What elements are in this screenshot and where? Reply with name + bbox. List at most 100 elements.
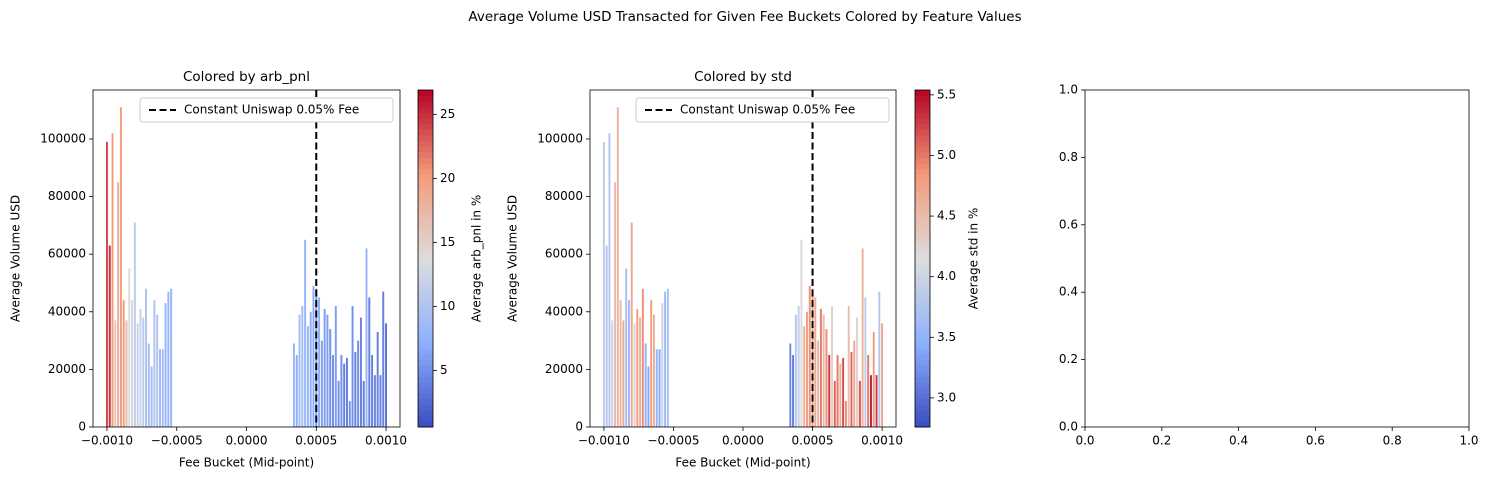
- colorbar-segment: [418, 320, 433, 327]
- bar: [828, 354, 831, 427]
- x-tick-label: 0.2: [1152, 434, 1171, 448]
- bar: [329, 329, 332, 427]
- bar: [814, 297, 817, 427]
- bar: [117, 182, 120, 427]
- colorbar-segment: [418, 236, 433, 243]
- x-tick-label: 0.4: [1229, 434, 1248, 448]
- bar: [368, 297, 371, 427]
- colorbar-segment: [418, 151, 433, 158]
- colorbar-segment: [418, 353, 433, 361]
- bar: [170, 288, 173, 427]
- colorbar-segment: [915, 179, 930, 186]
- colorbar-segment: [915, 112, 930, 119]
- legend-label: Constant Uniswap 0.05% Fee: [680, 103, 855, 117]
- bar: [164, 303, 167, 427]
- y-tick-label: 0.2: [1059, 352, 1078, 366]
- colorbar-segment: [915, 129, 930, 136]
- colorbar-segment: [418, 106, 433, 113]
- y-tick-label: 100000: [40, 131, 86, 145]
- colorbar-frame: [914, 89, 931, 428]
- bar: [147, 343, 150, 427]
- colorbar-segment: [418, 297, 433, 304]
- y-axis-label: Average Volume USD: [9, 195, 23, 322]
- colorbar-tick-label: 25: [440, 107, 455, 121]
- colorbar-segment: [418, 359, 433, 366]
- colorbar-tick-label: 4.5: [937, 209, 956, 223]
- bar: [822, 314, 825, 427]
- colorbar-segment: [915, 264, 930, 271]
- colorbar-segment: [418, 174, 433, 181]
- y-tick-label: 40000: [48, 304, 86, 318]
- bar: [664, 291, 667, 427]
- bar: [836, 354, 839, 427]
- colorbar-segment: [418, 292, 433, 299]
- colorbar-segment: [915, 224, 930, 231]
- bar: [633, 323, 636, 427]
- bar: [602, 141, 605, 427]
- bar: [133, 222, 136, 427]
- colorbar-segment: [915, 146, 930, 153]
- bar: [108, 245, 111, 427]
- bar: [159, 349, 161, 427]
- bar: [636, 308, 639, 427]
- colorbar-segment: [418, 179, 433, 186]
- colorbar-segment: [915, 269, 930, 276]
- bar: [625, 268, 628, 427]
- bar: [354, 352, 357, 427]
- colorbar-segment: [915, 280, 930, 288]
- y-tick-label: 0.8: [1059, 150, 1078, 164]
- axes-title: Colored by arb_pnl: [183, 69, 310, 85]
- colorbar-segment: [418, 118, 433, 125]
- colorbar-segment: [915, 219, 930, 226]
- bar: [844, 401, 847, 427]
- colorbar-segment: [418, 410, 433, 417]
- bar: [340, 354, 343, 427]
- bar: [853, 340, 856, 427]
- colorbar-segment: [915, 230, 930, 237]
- bar: [326, 314, 329, 427]
- colorbar-segment: [418, 286, 433, 293]
- bar: [803, 326, 806, 427]
- colorbar-segment: [915, 393, 930, 400]
- bar: [292, 343, 295, 427]
- bar: [306, 326, 309, 427]
- colorbar-segment: [418, 157, 433, 164]
- y-tick-label: 60000: [545, 247, 583, 261]
- colorbar-segment: [418, 365, 433, 372]
- colorbar-segment: [418, 348, 433, 355]
- y-tick-label: 0: [575, 420, 583, 434]
- colorbar-tick-label: 15: [440, 235, 455, 249]
- x-tick-label: 0.0005: [295, 434, 337, 448]
- bar: [792, 354, 795, 427]
- bar: [348, 401, 351, 427]
- bar: [337, 380, 340, 427]
- colorbar-segment: [915, 309, 930, 316]
- bar: [136, 323, 139, 427]
- bar: [850, 352, 853, 427]
- colorbar-segment: [418, 90, 433, 97]
- colorbar-segment: [915, 337, 930, 344]
- axes-frame: [589, 89, 897, 428]
- bar: [345, 357, 348, 427]
- x-tick-label: −0.0005: [151, 434, 203, 448]
- bar: [808, 285, 811, 427]
- colorbar-segment: [915, 134, 930, 142]
- bar: [125, 320, 128, 427]
- x-tick-label: 0.0000: [226, 434, 268, 448]
- bar: [819, 308, 822, 427]
- x-tick-label: 0.0000: [722, 434, 764, 448]
- y-tick-label: 20000: [545, 362, 583, 376]
- bar: [301, 306, 304, 427]
- bar: [872, 331, 875, 427]
- bar: [373, 375, 376, 427]
- x-tick-label: 0.8: [1383, 434, 1402, 448]
- bar: [641, 288, 644, 427]
- colorbar-segment: [418, 415, 433, 422]
- bar: [131, 300, 134, 427]
- bar: [666, 288, 669, 427]
- y-axis-label: Average Volume USD: [506, 195, 520, 322]
- bar: [318, 297, 321, 427]
- bar: [376, 331, 379, 427]
- colorbar-segment: [418, 398, 433, 406]
- colorbar-segment: [915, 213, 930, 220]
